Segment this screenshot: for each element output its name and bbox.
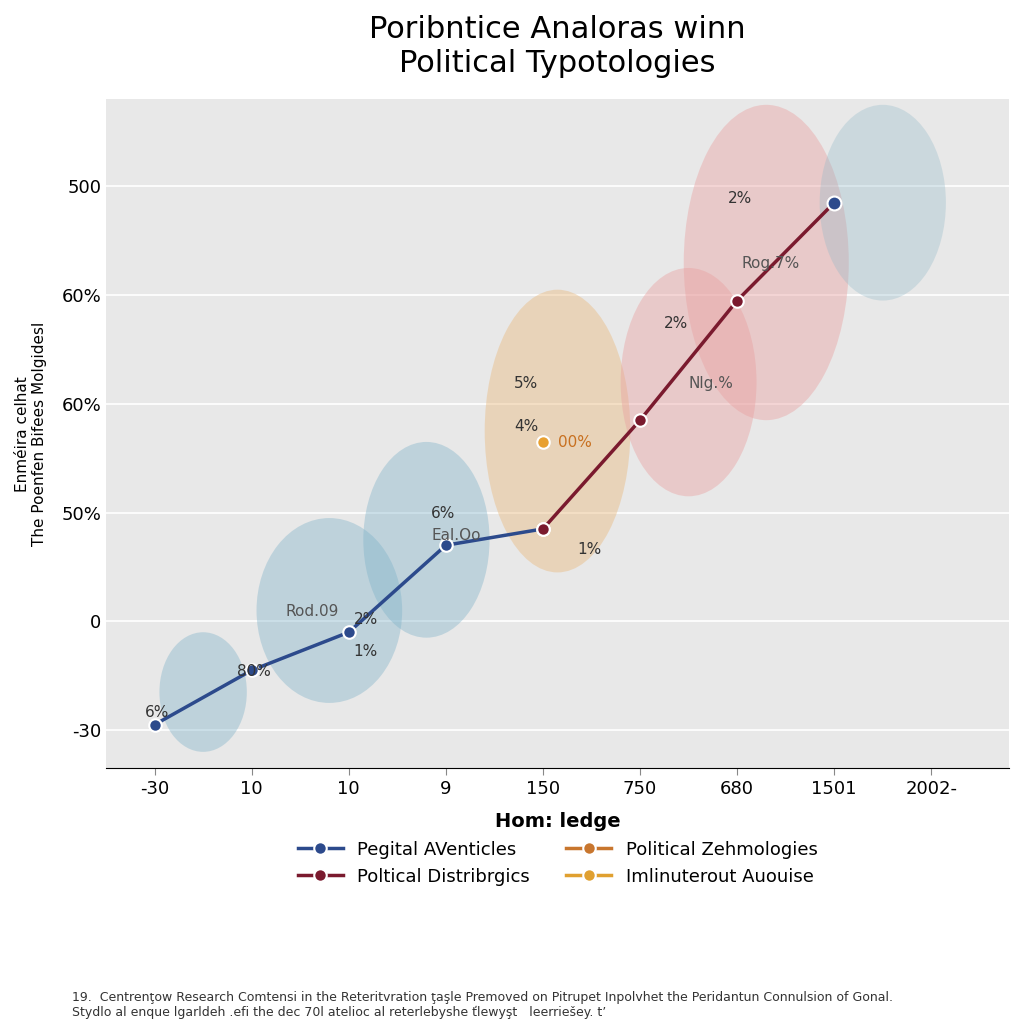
Text: 00%: 00% xyxy=(557,435,592,451)
Text: 4%: 4% xyxy=(514,419,538,434)
Ellipse shape xyxy=(684,104,849,420)
Ellipse shape xyxy=(621,268,757,497)
Ellipse shape xyxy=(160,632,247,752)
Text: Rog.7%: Rog.7% xyxy=(742,256,800,271)
Ellipse shape xyxy=(364,442,489,638)
Legend: Pegital AVenticles, Poltical Distribrgics, Political Zehmologies, Imlinuterout A: Pegital AVenticles, Poltical Distribrgic… xyxy=(291,834,824,893)
Y-axis label: Enméira celhat
The Poenfen Bifees Molgidesl: Enméira celhat The Poenfen Bifees Molgid… xyxy=(15,322,47,546)
Ellipse shape xyxy=(257,518,402,702)
Text: Eal.Oo: Eal.Oo xyxy=(431,527,481,543)
Ellipse shape xyxy=(819,104,946,301)
Text: 1%: 1% xyxy=(353,644,378,659)
Text: 1%: 1% xyxy=(577,542,601,557)
Text: 6%: 6% xyxy=(144,706,169,720)
Title: Poribntice Analoras winn
Political Typotologies: Poribntice Analoras winn Political Typot… xyxy=(370,15,745,78)
X-axis label: Hom: ledge: Hom: ledge xyxy=(495,812,621,830)
Text: Nlg.%: Nlg.% xyxy=(688,376,733,390)
Text: 2%: 2% xyxy=(353,611,378,627)
Ellipse shape xyxy=(484,290,631,572)
Text: 80%: 80% xyxy=(238,664,271,679)
Text: 19.  Centrenţow Research Comtensi in the Reteritvration ţaşle Premoved on Pitrup: 19. Centrenţow Research Comtensi in the … xyxy=(72,990,893,1019)
Text: 2%: 2% xyxy=(665,315,688,331)
Text: 2%: 2% xyxy=(727,190,752,206)
Text: 5%: 5% xyxy=(514,376,538,390)
Text: Rod.09: Rod.09 xyxy=(286,604,339,618)
Text: 6%: 6% xyxy=(431,506,456,521)
